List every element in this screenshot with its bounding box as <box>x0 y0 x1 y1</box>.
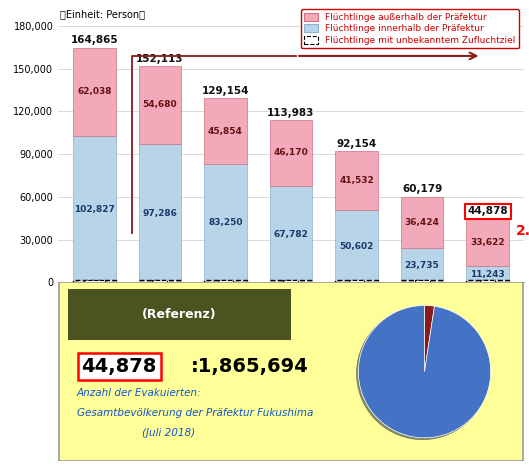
Text: 129,154: 129,154 <box>202 86 249 96</box>
Text: 50: 50 <box>154 282 166 291</box>
Bar <box>139 144 181 282</box>
Text: 46,170: 46,170 <box>273 148 308 158</box>
Text: 164,865: 164,865 <box>70 35 118 45</box>
Bar <box>139 66 181 144</box>
Text: 20: 20 <box>416 282 428 291</box>
Wedge shape <box>424 306 434 372</box>
Text: 147: 147 <box>86 282 103 291</box>
Text: 11,243: 11,243 <box>470 270 505 279</box>
Bar <box>401 280 443 282</box>
Bar <box>270 186 312 282</box>
Text: 23,735: 23,735 <box>405 261 440 270</box>
Text: 83,250: 83,250 <box>208 219 243 227</box>
Text: :1,865,694: :1,865,694 <box>191 357 308 376</box>
Text: Anzahl der Evakuierten:: Anzahl der Evakuierten: <box>77 388 202 398</box>
Bar <box>68 289 291 340</box>
Text: 31: 31 <box>220 282 231 291</box>
Text: 44,878: 44,878 <box>81 357 157 376</box>
Text: Gesamtbevölkerung der Präfektur Fukushima: Gesamtbevölkerung der Präfektur Fukushim… <box>77 408 313 418</box>
Legend: Flüchtlinge außerhalb der Präfektur, Flüchtlinge innerhalb der Präfektur, Flücht: Flüchtlinge außerhalb der Präfektur, Flü… <box>301 9 519 48</box>
Bar <box>467 266 509 282</box>
Bar <box>401 197 443 248</box>
Bar <box>335 151 378 210</box>
Text: 20: 20 <box>285 282 297 291</box>
Text: 36,424: 36,424 <box>405 218 440 227</box>
Bar <box>73 136 115 282</box>
Bar <box>401 248 443 282</box>
Text: 2.4%: 2.4% <box>515 224 529 238</box>
Bar <box>73 48 115 136</box>
Text: （Einheit: Person）: （Einheit: Person） <box>60 9 145 19</box>
Bar <box>204 164 247 282</box>
Text: 45,854: 45,854 <box>208 127 243 136</box>
Text: 67,782: 67,782 <box>273 229 308 239</box>
Bar <box>467 280 509 282</box>
Wedge shape <box>358 306 491 438</box>
Text: 50,602: 50,602 <box>339 242 373 251</box>
Text: 97,286: 97,286 <box>142 208 177 218</box>
Text: 92,154: 92,154 <box>336 139 377 149</box>
Bar <box>467 219 509 266</box>
Text: (Juli 2018): (Juli 2018) <box>142 428 195 438</box>
Text: 41,532: 41,532 <box>339 176 374 185</box>
Bar <box>204 280 247 282</box>
Text: 20: 20 <box>351 282 362 291</box>
Bar <box>270 120 312 186</box>
Bar <box>204 98 247 164</box>
Text: 62,038: 62,038 <box>77 87 112 96</box>
Text: 60,179: 60,179 <box>402 185 442 194</box>
Text: 102,827: 102,827 <box>74 205 115 213</box>
Text: (Referenz): (Referenz) <box>142 308 216 321</box>
Text: 33,622: 33,622 <box>470 238 505 247</box>
Bar <box>335 280 378 282</box>
Text: 152,113: 152,113 <box>136 54 184 63</box>
Bar <box>73 280 115 282</box>
Bar <box>335 210 378 282</box>
Bar <box>139 280 181 282</box>
Text: 54,680: 54,680 <box>142 100 177 110</box>
Text: 13: 13 <box>482 282 494 291</box>
Bar <box>270 280 312 282</box>
Text: 113,983: 113,983 <box>267 108 315 118</box>
Text: 44,878: 44,878 <box>467 206 508 216</box>
